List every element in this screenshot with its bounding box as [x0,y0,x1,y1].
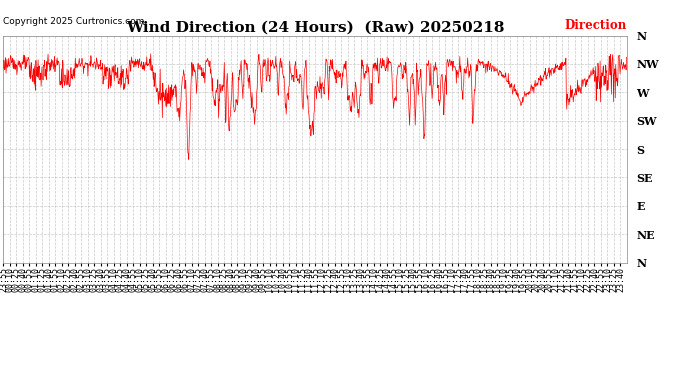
Text: Direction: Direction [564,19,627,32]
Title: Wind Direction (24 Hours)  (Raw) 20250218: Wind Direction (24 Hours) (Raw) 20250218 [126,21,504,34]
Text: Copyright 2025 Curtronics.com: Copyright 2025 Curtronics.com [3,17,145,26]
